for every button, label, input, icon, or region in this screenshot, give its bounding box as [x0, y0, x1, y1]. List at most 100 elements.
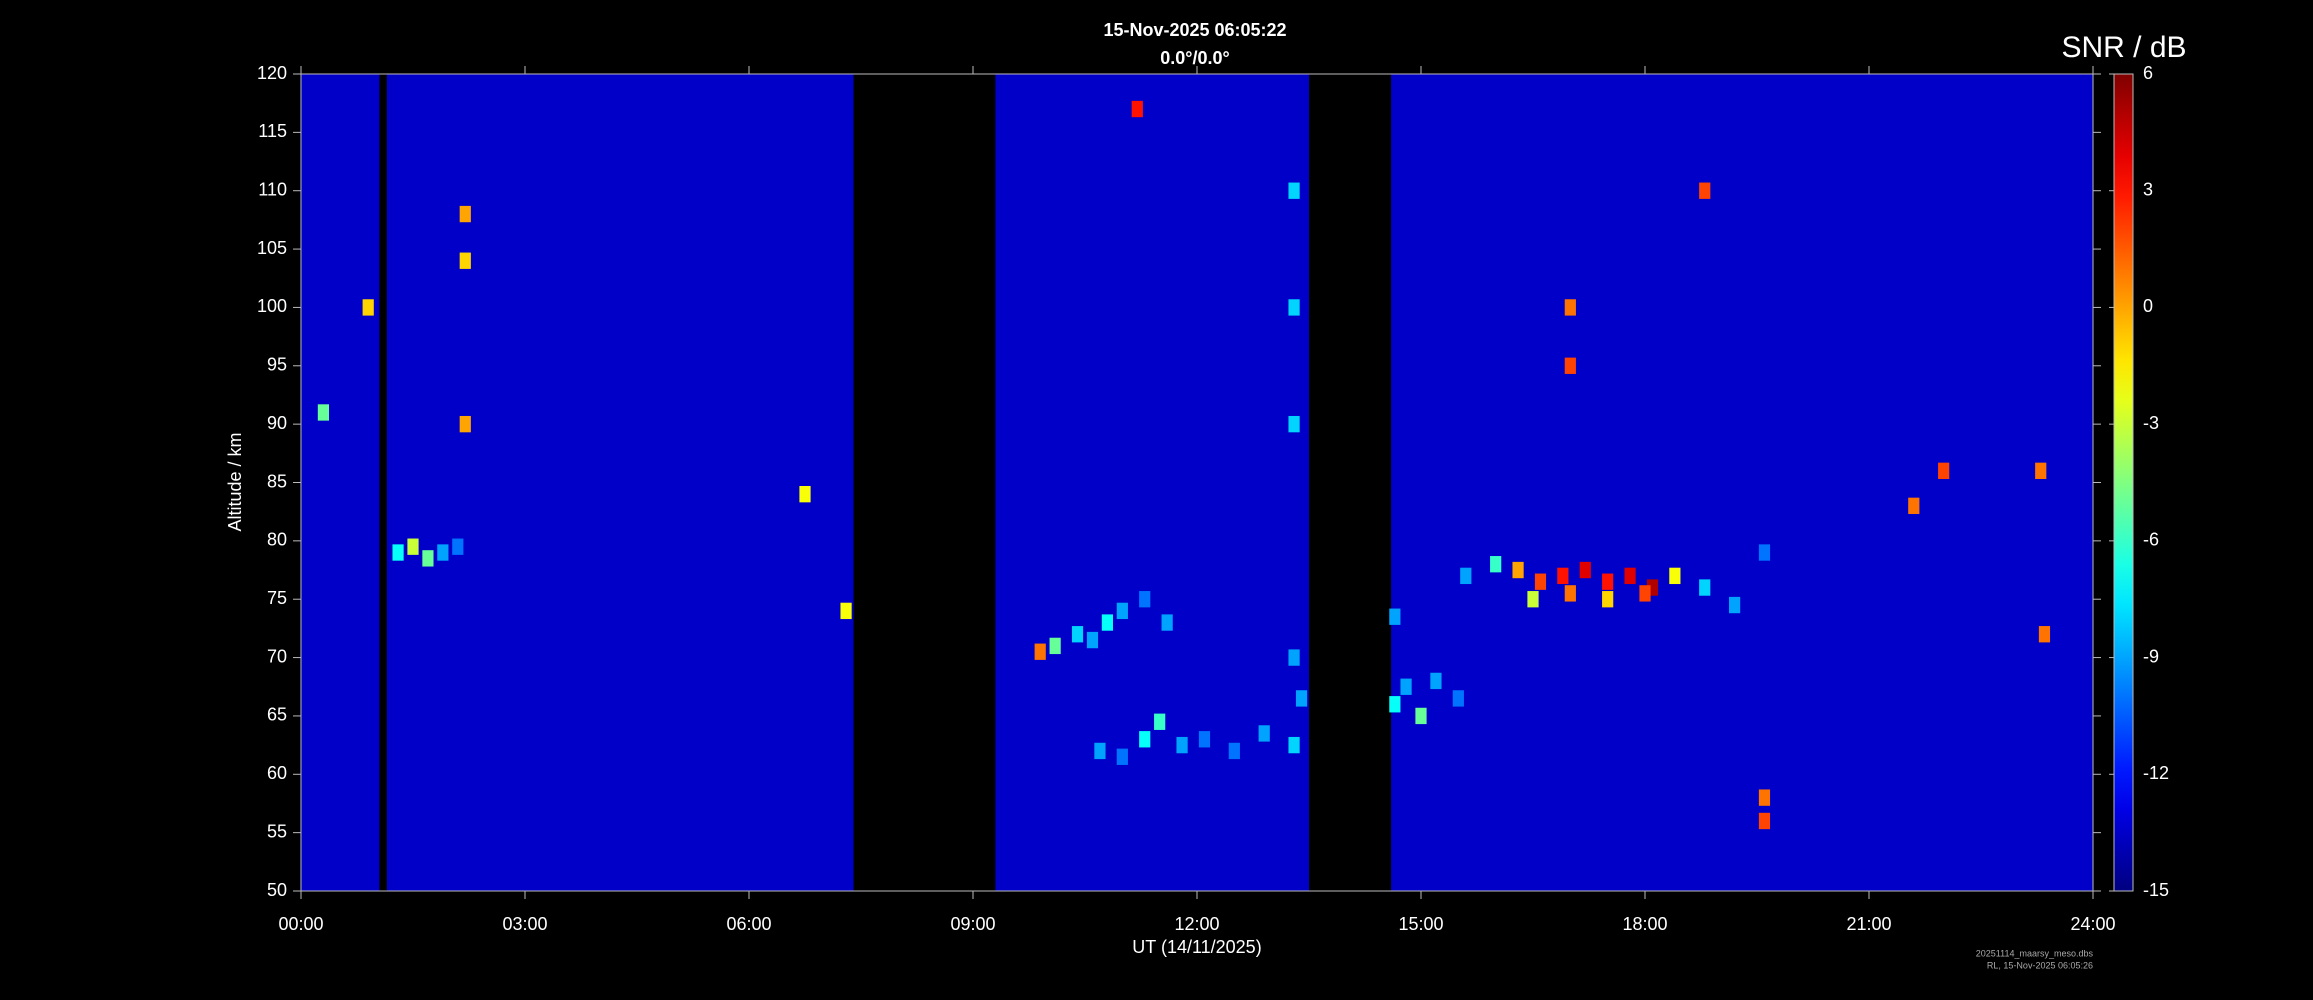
echo-cell — [459, 252, 471, 269]
echo-cell — [1564, 357, 1576, 374]
echo-cell — [1430, 672, 1442, 690]
echo-cell — [437, 544, 449, 561]
y-tick-label: 95 — [267, 355, 287, 375]
echo-cell — [1198, 731, 1211, 748]
echo-cell — [1154, 713, 1166, 730]
x-tick-label: 24:00 — [2070, 914, 2115, 934]
echo-cell — [1602, 591, 1614, 608]
echo-cell — [1908, 497, 1920, 515]
x-tick-label: 21:00 — [1846, 914, 1891, 934]
x-tick-label: 15:00 — [1398, 914, 1443, 934]
chart-subtitle: 0.0°/0.0° — [1160, 48, 1229, 68]
echo-cell — [1624, 567, 1636, 585]
chart-title: 15-Nov-2025 06:05:22 — [1103, 20, 1286, 40]
echo-cell — [1086, 631, 1099, 649]
echo-cell — [1288, 299, 1300, 316]
echo-cell — [1288, 415, 1300, 433]
echo-cell — [317, 404, 329, 421]
echo-cell — [1400, 678, 1412, 695]
echo-cell — [1389, 696, 1401, 713]
echo-cell — [1758, 544, 1771, 561]
colorbar — [2113, 73, 2134, 892]
echo-cell — [1034, 643, 1046, 660]
echo-cell — [362, 299, 374, 316]
colorbar-tick-label: -15 — [2143, 880, 2169, 900]
y-tick-label: 100 — [257, 296, 287, 316]
echo-cell — [1512, 561, 1524, 579]
echo-cell — [1758, 789, 1771, 806]
stamp-note: RL, 15-Nov-2025 06:05:26 — [1987, 960, 2093, 970]
y-tick-label: 85 — [267, 471, 287, 491]
data-coverage — [386, 74, 854, 891]
x-axis-label: UT (14/11/2025) — [1132, 937, 1261, 957]
y-tick-label: 120 — [257, 63, 287, 83]
y-tick-label: 55 — [267, 821, 287, 841]
echo-cell — [2035, 462, 2047, 479]
echo-cell — [407, 538, 419, 555]
echo-cell — [1579, 561, 1591, 579]
echo-cell — [1669, 567, 1681, 585]
echo-cell — [1161, 614, 1173, 631]
colorbar-tick-label: 3 — [2143, 179, 2153, 199]
echo-cell — [1288, 649, 1300, 666]
x-tick-label: 00:00 — [278, 914, 323, 934]
colorbar-tick-label: -3 — [2143, 413, 2159, 433]
colorbar-tick-label: -12 — [2143, 763, 2169, 783]
echo-cell — [1176, 736, 1188, 754]
data-coverage — [995, 74, 1309, 891]
echo-cell — [392, 544, 404, 561]
y-tick-label: 90 — [267, 413, 287, 433]
y-tick-label: 110 — [258, 179, 287, 199]
echo-cell — [1094, 742, 1106, 760]
y-tick-label: 115 — [258, 121, 287, 141]
echo-cell — [840, 602, 852, 620]
echo-cell — [1699, 182, 1711, 199]
echo-cell — [799, 486, 811, 503]
echo-cell — [459, 415, 471, 433]
colorbar-label: SNR / dB — [2061, 31, 2186, 64]
data-coverage — [1391, 74, 2093, 891]
y-tick-label: 70 — [267, 646, 287, 666]
echo-cell — [1258, 725, 1270, 742]
colorbar-tick-label: -6 — [2143, 530, 2159, 550]
echo-cell — [422, 550, 434, 567]
echo-cell — [1116, 602, 1128, 620]
x-tick-label: 06:00 — [726, 914, 771, 934]
echo-cell — [1415, 707, 1427, 725]
echo-cell — [1288, 182, 1300, 199]
y-tick-label: 80 — [267, 530, 287, 550]
echo-cell — [459, 205, 471, 223]
echo-cell — [1564, 299, 1576, 316]
echo-cell — [1101, 614, 1113, 631]
echo-cell — [1460, 567, 1472, 585]
colorbar-tick-label: 0 — [2143, 296, 2153, 316]
y-tick-label: 105 — [257, 238, 287, 258]
echo-cell — [1527, 591, 1539, 608]
echo-cell — [1452, 690, 1464, 707]
echo-cell — [2038, 626, 2051, 643]
x-tick-label: 12:00 — [1174, 914, 1219, 934]
echo-cell — [1534, 573, 1547, 590]
echo-cell — [1116, 748, 1128, 765]
echo-cell — [1288, 736, 1300, 754]
x-tick-label: 18:00 — [1622, 914, 1667, 934]
echo-cell — [1228, 742, 1240, 760]
y-tick-label: 65 — [267, 705, 287, 725]
file-note: 20251114_maarsy_meso.dbs — [1976, 948, 2094, 958]
y-tick-label: 60 — [267, 763, 287, 783]
colorbar-tick-label: -9 — [2143, 646, 2159, 666]
echo-cell — [1699, 579, 1711, 596]
echo-cell — [1729, 596, 1741, 614]
y-tick-label: 50 — [267, 880, 287, 900]
x-tick-label: 09:00 — [950, 914, 995, 934]
echo-cell — [1389, 608, 1401, 625]
echo-cell — [1938, 462, 1950, 479]
data-coverage — [301, 74, 380, 891]
echo-cell — [1139, 591, 1151, 608]
y-tick-label: 75 — [267, 588, 287, 608]
echo-cell — [1049, 637, 1061, 655]
echo-cell — [1602, 573, 1614, 590]
echo-cell — [1490, 556, 1502, 573]
